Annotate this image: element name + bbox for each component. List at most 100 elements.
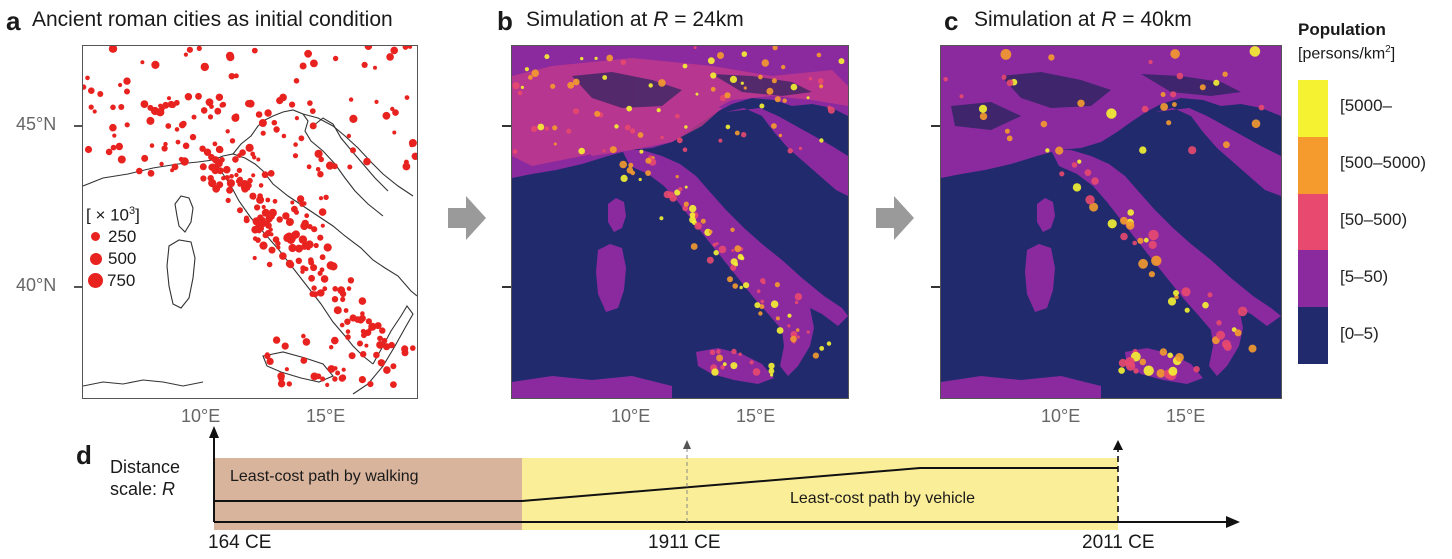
hotspot-dot [1126,221,1135,230]
city-dot [360,351,367,358]
hotspot-dot [806,96,810,100]
hotspot-dot [1107,219,1117,229]
hotspot-dot [731,248,735,252]
hotspot-dot [725,124,731,130]
hotspot-dot [602,149,606,153]
panel-title-a: Ancient roman cities as initial conditio… [32,8,393,31]
city-dot [140,100,149,108]
city-dot [360,311,365,316]
city-dot [115,142,123,151]
city-dot [141,154,149,162]
city-dot [165,123,172,129]
city-dot [265,197,271,203]
hotspot-dot [567,81,575,89]
hotspot-dot [1148,271,1155,278]
city-dot [255,111,263,118]
hotspot-dot [796,335,800,339]
hotspot-dot [1089,202,1099,212]
y-tick-mark [502,286,511,288]
city-dot [124,88,130,95]
city-dot [392,130,397,135]
hotspot-dot [1216,320,1222,326]
city-dot [276,245,281,250]
city-dot [211,166,220,175]
city-dot [348,352,356,360]
hotspot-dot [645,170,651,176]
city-dot [379,327,386,334]
city-dot [140,60,145,65]
city-dot [372,323,378,329]
city-dot [259,241,268,250]
city-dot [233,113,240,120]
vehicle-label: Least-cost path by vehicle [790,490,975,507]
hotspot-dot [1173,290,1179,296]
hotspot-dot [719,94,727,102]
city-dot [166,96,172,101]
city-dot [226,179,235,188]
hotspot-dot [716,354,724,362]
panel-letter-c: c [944,6,959,36]
hotspot-dot [724,92,731,99]
hotspot-dot [614,124,619,129]
city-dot [358,314,366,322]
hotspot-dot [1084,169,1092,176]
city-dot [196,46,202,51]
italy-outline-map [83,46,417,395]
hotspot-dot [1193,366,1200,373]
city-dot [229,138,236,144]
hotspot-dot [706,256,714,264]
hotspot-dot [663,190,672,199]
hotspot-dot [1248,344,1257,353]
city-dot [207,114,214,120]
hotspot-dot [1167,352,1173,359]
hotspot-dot [512,82,520,90]
city-dot [161,145,168,152]
marker-2011-arrow-icon [1113,440,1123,450]
hotspot-dot [658,79,666,87]
city-dot [306,245,311,251]
city-dot [163,141,168,147]
city-dot [325,382,330,387]
hotspot-dot [743,282,750,289]
city-dot [381,337,388,344]
city-dot [150,106,160,116]
city-dot [402,162,411,171]
hotspot-dot [772,46,778,51]
city-dot [292,230,300,239]
city-dot [200,107,208,114]
city-dot [83,84,87,90]
city-dot [226,53,235,62]
hotspot-dot [609,146,617,154]
city-dot [261,171,269,179]
city-dot [279,252,287,260]
hotspot-dot [606,54,614,62]
city-dot [282,212,290,220]
city-dot [250,151,256,157]
city-dot [326,261,335,270]
city-dot [402,46,409,50]
title-text: Simulation at [974,8,1102,31]
city-dot [208,179,217,188]
city-dot [364,343,369,348]
city-dot [88,87,95,94]
hotspot-dot [1118,358,1127,368]
title-value: = 24km [668,8,744,31]
hotspot-dot [978,104,988,113]
legend-size-label: 500 [108,248,137,268]
hotspot-dot [718,138,723,143]
city-dot [186,46,193,53]
city-dot [216,181,224,189]
hotspot-dot [682,205,689,212]
hotspot-dot [710,86,716,92]
city-dot [235,178,241,184]
city-dot [151,60,160,69]
city-dot [158,103,163,109]
hotspot-dot [676,137,683,144]
hotspot-dot [1176,72,1184,80]
hotspot-dot [1251,119,1261,128]
hotspot-dot [675,175,679,179]
hotspot-dot [594,56,598,60]
city-dot [311,226,318,233]
city-dot [339,322,345,328]
hotspot-dot [1168,366,1178,376]
